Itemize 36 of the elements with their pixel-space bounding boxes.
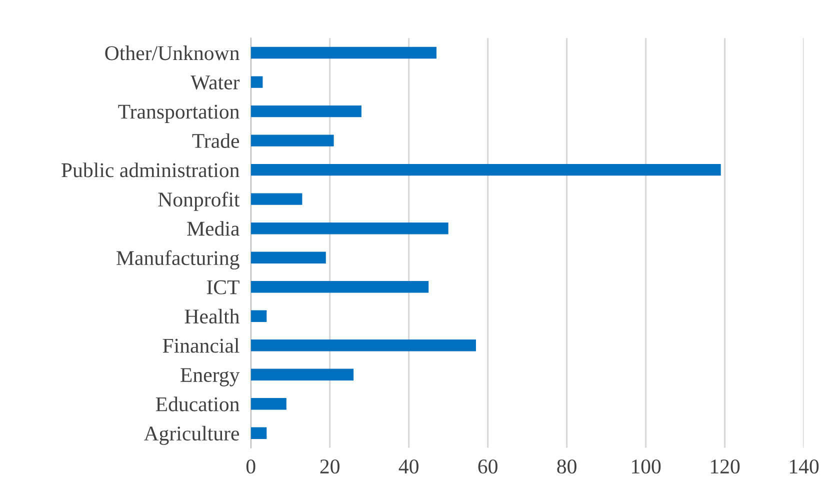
x-tick-label: 0 (246, 459, 256, 474)
y-tick-label: Other/Unknown (105, 46, 240, 60)
bar (250, 281, 429, 293)
bar (250, 164, 721, 176)
y-tick-label: ICT (206, 280, 240, 294)
y-tick-label: Financial (162, 338, 240, 353)
bar (250, 427, 267, 440)
y-tick-label: Public administration (62, 162, 240, 178)
y-tick-label: Health (184, 308, 240, 324)
bar (250, 134, 334, 146)
y-tick-label: Nonprofit (158, 192, 240, 211)
x-tick-label: 100 (632, 459, 661, 474)
y-tick-label: Water (190, 76, 240, 90)
x-tick-label: 140 (790, 459, 819, 474)
y-tick-label: Education (156, 396, 240, 412)
x-tick-label: 20 (320, 459, 340, 474)
bar (250, 222, 448, 234)
bar (250, 76, 263, 88)
x-tick-label: 80 (557, 459, 576, 474)
y-tick-label: Energy (180, 368, 240, 386)
bar (250, 105, 362, 118)
bar (250, 193, 302, 205)
y-tick-label: Media (187, 221, 240, 236)
bar (250, 310, 267, 322)
x-tick-label: 120 (710, 459, 740, 474)
bar (250, 46, 436, 59)
bar (250, 398, 286, 410)
x-tick-label: 40 (398, 459, 418, 474)
y-tick-label: Trade (192, 133, 240, 148)
x-tick-label: 60 (478, 459, 498, 474)
bar (250, 368, 354, 380)
y-tick-label: Manufacturing (116, 250, 240, 270)
bar (250, 340, 476, 352)
y-tick-label: Transportation (118, 104, 240, 123)
bar (250, 252, 326, 264)
y-tick-label: Agriculture (144, 426, 240, 445)
